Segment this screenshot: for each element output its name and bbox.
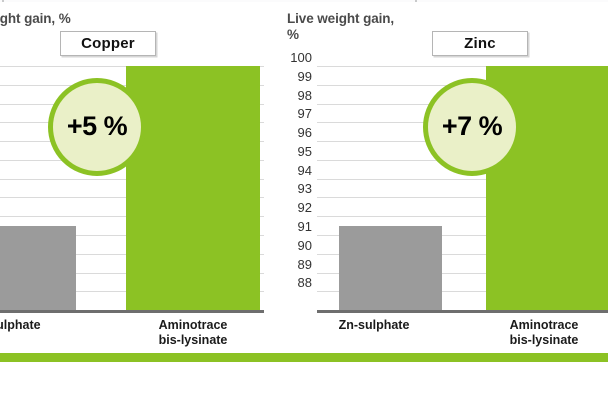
- uplift-badge-copper-label: +5 %: [66, 110, 128, 141]
- y-tick-label: 94: [297, 162, 312, 178]
- y-tick-label: 96: [297, 125, 312, 141]
- category-label-aminotrace-bis-lysinate-zinc: Aminotrace bis-lysinate: [509, 318, 579, 347]
- y-tick-label: 90: [297, 237, 312, 253]
- uplift-badge-zinc: +7 %: [423, 78, 521, 176]
- y-tick-label: 91: [297, 218, 312, 234]
- top-artifact-tick-right: [415, 0, 417, 2]
- uplift-badge-zinc-label: +7 %: [441, 110, 503, 141]
- category-label-cu-sulphate: n-sulphate: [0, 318, 41, 332]
- gridline: [317, 253, 608, 255]
- top-edge-artifact: [0, 0, 608, 2]
- gridline: [317, 291, 608, 293]
- gridline: [317, 178, 608, 180]
- y-tick-label: 89: [297, 256, 312, 272]
- element-badge-copper-label: Copper: [81, 35, 135, 52]
- y-tick-label: 97: [297, 106, 312, 122]
- gridline: [317, 272, 608, 274]
- copper-axis-baseline: [0, 310, 264, 313]
- y-tick-label: 88: [297, 275, 312, 291]
- y-tick-label: 93: [297, 181, 312, 197]
- footer-accent-strip: [0, 353, 608, 362]
- y-tick-label: 92: [297, 200, 312, 216]
- chart-panel-copper: Live weight gain, % Copper +5 % n-sulpha…: [0, 0, 264, 350]
- bar-zn-sulphate: [339, 225, 442, 310]
- y-tick-label: 100: [290, 50, 312, 65]
- y-tick-label: 95: [297, 143, 312, 159]
- copper-y-axis-title: Live weight gain, %: [0, 11, 71, 26]
- bar-aminotrace-bis-lysinate: [126, 66, 260, 310]
- footer-area: [0, 362, 608, 405]
- y-tick-label: 98: [297, 87, 312, 103]
- element-badge-zinc-label: Zinc: [464, 35, 496, 52]
- gridline: [317, 216, 608, 218]
- bar-cu-sulphate: [0, 225, 76, 310]
- gridline: [317, 66, 608, 67]
- gridline: [317, 197, 608, 199]
- zinc-y-axis-title: Live weight gain, %: [287, 11, 395, 42]
- category-label-zn-sulphate: Zn-sulphate: [338, 318, 410, 332]
- category-label-aminotrace-bis-lysinate-copper: Aminotrace bis-lysinate: [158, 318, 228, 347]
- uplift-badge-copper: +5 %: [48, 78, 146, 176]
- top-artifact-tick-left: [2, 0, 4, 2]
- gridline: [317, 234, 608, 236]
- y-tick-label: 99: [297, 68, 312, 84]
- copper-plot-area: [0, 66, 264, 313]
- element-badge-copper: Copper: [60, 31, 156, 56]
- element-badge-zinc: Zinc: [432, 31, 528, 56]
- chart-panel-zinc: Live weight gain, % Zinc 100 99 98 97 96…: [284, 0, 608, 350]
- zinc-axis-baseline: [317, 310, 608, 313]
